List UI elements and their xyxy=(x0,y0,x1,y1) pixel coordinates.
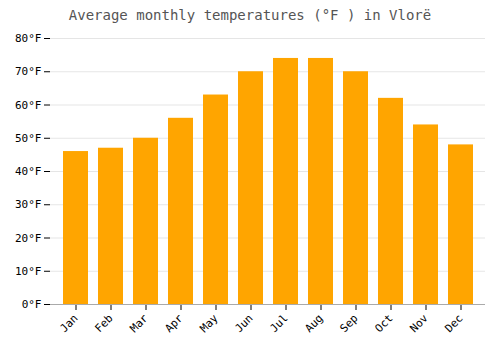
svg-text:Nov: Nov xyxy=(407,311,431,335)
svg-text:10°F: 10°F xyxy=(15,265,42,278)
html-text:Average monthly temperatures (: Average monthly temperatures (°F ) in Vl… xyxy=(68,7,432,23)
svg-text:Sep: Sep xyxy=(337,312,360,335)
svg-text:40°F: 40°F xyxy=(15,165,42,178)
svg-text:Apr: Apr xyxy=(162,311,186,335)
svg-text:50°F: 50°F xyxy=(15,132,42,145)
svg-text:Dec: Dec xyxy=(442,312,465,335)
svg-text:Jun: Jun xyxy=(232,312,255,335)
svg-text:Aug: Aug xyxy=(302,312,325,335)
svg-text:Jul: Jul xyxy=(267,312,290,335)
svg-text:May: May xyxy=(197,311,221,335)
svg-text:30°F: 30°F xyxy=(15,198,42,211)
svg-text:Oct: Oct xyxy=(372,312,395,335)
svg-text:Jan: Jan xyxy=(57,312,80,335)
svg-text:20°F: 20°F xyxy=(15,232,42,245)
svg-text:Feb: Feb xyxy=(92,312,115,335)
svg-text:Mar: Mar xyxy=(127,311,151,335)
svg-text:70°F: 70°F xyxy=(15,65,42,78)
svg-text:60°F: 60°F xyxy=(15,99,42,112)
svg-text:80°F: 80°F xyxy=(15,32,42,45)
svg-text:0°F: 0°F xyxy=(22,298,42,311)
